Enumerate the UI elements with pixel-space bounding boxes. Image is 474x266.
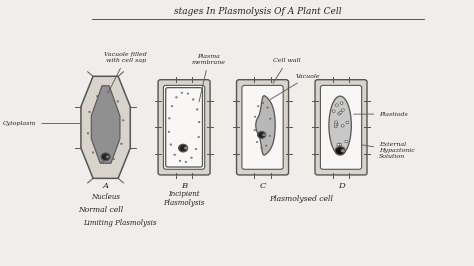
Ellipse shape [106, 155, 109, 158]
Ellipse shape [184, 147, 188, 150]
Text: Vacuole filled
with cell sap: Vacuole filled with cell sap [104, 52, 147, 91]
Ellipse shape [262, 102, 264, 103]
Ellipse shape [107, 92, 109, 93]
Ellipse shape [120, 143, 122, 144]
Ellipse shape [168, 118, 170, 119]
Ellipse shape [113, 158, 115, 160]
Ellipse shape [336, 104, 338, 106]
Polygon shape [81, 76, 130, 178]
FancyBboxPatch shape [242, 85, 283, 169]
Text: Cell wall: Cell wall [273, 58, 301, 83]
Text: Nucleus: Nucleus [91, 193, 120, 201]
Ellipse shape [341, 109, 344, 111]
Ellipse shape [267, 107, 268, 108]
Text: Limiting Plasmolysis: Limiting Plasmolysis [83, 219, 157, 227]
Ellipse shape [345, 140, 348, 143]
Ellipse shape [346, 121, 349, 124]
Ellipse shape [173, 93, 196, 154]
Ellipse shape [196, 109, 198, 110]
Ellipse shape [335, 147, 345, 155]
Text: Normal cell: Normal cell [79, 206, 124, 214]
Text: A: A [102, 182, 109, 190]
Ellipse shape [269, 135, 271, 137]
Ellipse shape [175, 97, 177, 98]
Text: Plasmolysed cell: Plasmolysed cell [269, 195, 333, 203]
Ellipse shape [122, 119, 124, 121]
Ellipse shape [254, 130, 255, 131]
Ellipse shape [179, 144, 188, 152]
Text: Plasma
membrane: Plasma membrane [192, 54, 226, 102]
Ellipse shape [170, 144, 172, 145]
Ellipse shape [198, 121, 200, 123]
Ellipse shape [270, 118, 271, 119]
Ellipse shape [181, 92, 183, 94]
Ellipse shape [339, 143, 342, 146]
Ellipse shape [341, 149, 345, 152]
Text: stages In Plasmolysis Of A Plant Cell: stages In Plasmolysis Of A Plant Cell [174, 7, 342, 16]
Ellipse shape [179, 160, 181, 161]
FancyBboxPatch shape [164, 85, 205, 169]
Ellipse shape [96, 95, 98, 97]
Ellipse shape [341, 124, 344, 127]
Ellipse shape [337, 143, 340, 146]
Ellipse shape [174, 154, 175, 156]
Ellipse shape [191, 157, 192, 159]
Ellipse shape [265, 145, 267, 146]
Polygon shape [91, 86, 120, 163]
Ellipse shape [192, 99, 194, 100]
Text: External
Hypaztonic
Solution: External Hypaztonic Solution [362, 143, 415, 159]
Ellipse shape [332, 110, 335, 113]
Ellipse shape [117, 101, 118, 102]
Ellipse shape [329, 96, 351, 155]
FancyBboxPatch shape [158, 80, 210, 175]
Ellipse shape [101, 153, 110, 161]
Polygon shape [256, 96, 275, 155]
Ellipse shape [102, 161, 104, 163]
Ellipse shape [262, 134, 265, 136]
FancyBboxPatch shape [315, 80, 367, 175]
Ellipse shape [257, 106, 259, 107]
Ellipse shape [340, 102, 343, 105]
FancyBboxPatch shape [320, 85, 362, 169]
Ellipse shape [168, 131, 170, 132]
Ellipse shape [256, 142, 258, 143]
Ellipse shape [335, 121, 337, 123]
Text: D: D [337, 182, 345, 190]
FancyBboxPatch shape [237, 80, 289, 175]
Ellipse shape [261, 147, 262, 149]
Text: Vacuole: Vacuole [270, 74, 321, 99]
Ellipse shape [255, 116, 256, 117]
Ellipse shape [334, 125, 337, 128]
Ellipse shape [339, 111, 342, 114]
Ellipse shape [185, 161, 187, 163]
Ellipse shape [195, 148, 197, 150]
Ellipse shape [92, 152, 94, 153]
Ellipse shape [89, 111, 91, 113]
Text: Incipient
Plasmolysis: Incipient Plasmolysis [164, 190, 205, 207]
Text: C: C [259, 182, 266, 190]
Ellipse shape [87, 132, 89, 134]
Ellipse shape [187, 93, 189, 94]
Ellipse shape [338, 113, 341, 115]
Text: Cytoplasm: Cytoplasm [3, 121, 81, 126]
Text: Plastiods: Plastiods [354, 112, 408, 117]
Ellipse shape [257, 131, 266, 138]
Ellipse shape [171, 106, 173, 107]
Ellipse shape [198, 136, 200, 138]
Ellipse shape [335, 123, 338, 126]
Ellipse shape [334, 123, 337, 126]
Text: B: B [181, 182, 187, 190]
